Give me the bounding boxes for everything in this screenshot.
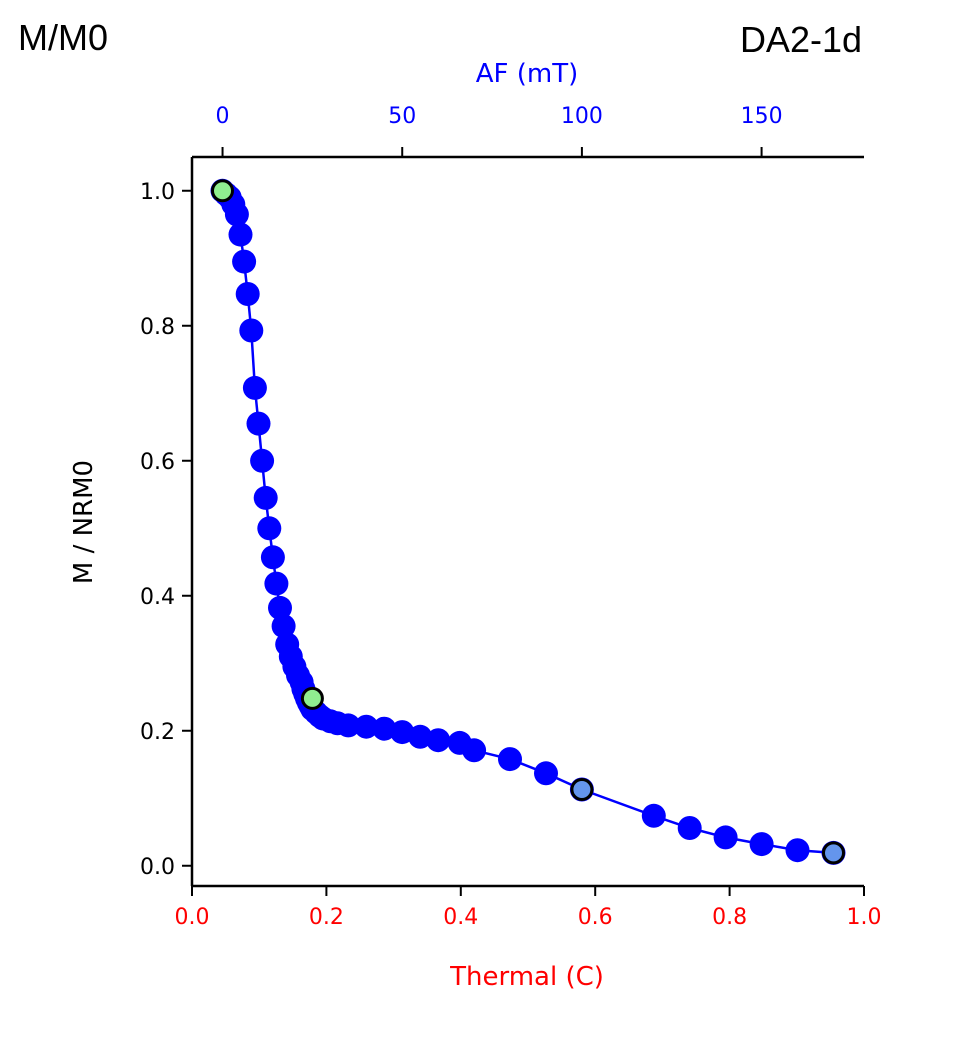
data-point	[246, 411, 271, 436]
bottom-axis-label: Thermal (C)	[449, 962, 604, 992]
highlight-point	[570, 778, 594, 801]
bottom-tick-label: 0.2	[309, 905, 344, 930]
data-point	[235, 282, 260, 306]
data-point	[271, 614, 296, 639]
data-point	[253, 485, 278, 510]
highlight-point	[211, 179, 234, 203]
data-point	[268, 595, 292, 620]
y-tick-label: 0.4	[140, 585, 175, 610]
highlight-point	[300, 686, 324, 710]
data-point	[641, 803, 666, 828]
data-point	[232, 249, 257, 274]
data-point	[462, 738, 487, 763]
data-point	[785, 838, 810, 863]
y-tick-label: 0.8	[140, 315, 175, 340]
series-line	[221, 189, 834, 855]
top-tick-label: 100	[561, 104, 603, 129]
bottom-tick-label: 0.4	[443, 905, 478, 930]
y-tick-label: 0.6	[140, 450, 175, 475]
data-point	[390, 720, 415, 745]
data-point	[408, 724, 433, 749]
data-point	[677, 816, 702, 840]
data-point	[336, 713, 361, 738]
y-axis-label: M / NRM0	[69, 460, 99, 584]
data-point	[264, 571, 289, 596]
top-tick-label: 0	[216, 104, 230, 129]
data-point	[257, 516, 282, 541]
data-point	[498, 747, 522, 772]
top-tick-label: 150	[741, 104, 783, 129]
y-tick-label: 0.0	[140, 855, 175, 880]
y-tick-label: 0.2	[140, 720, 175, 745]
corner-label-right: DA2-1d	[740, 19, 862, 60]
top-axis-label: AF (mT)	[476, 59, 579, 89]
plot-area: 0.0 0.2 0.4 0.6 0.8 1.0 0.0 0.2 0.4 0.6 0.8 1.0 0 50 1…	[140, 104, 882, 930]
data-point	[239, 318, 264, 343]
data-point	[749, 832, 774, 857]
data-point	[354, 714, 379, 739]
bottom-tick-label: 0.8	[712, 905, 747, 930]
bottom-tick-label: 0.6	[578, 905, 613, 930]
data-point	[224, 202, 249, 227]
corner-label-left: M/M0	[18, 17, 108, 58]
data-point	[372, 716, 397, 741]
data-point	[242, 375, 267, 400]
top-tick-label: 50	[388, 104, 416, 129]
data-point	[260, 545, 285, 570]
bottom-tick-label: 1.0	[847, 905, 882, 930]
highlight-point	[822, 841, 845, 865]
data-point	[228, 222, 253, 247]
data-point	[713, 825, 738, 850]
y-tick-label: 1.0	[140, 180, 175, 205]
bottom-tick-label: 0.0	[175, 905, 210, 930]
data-point	[250, 448, 275, 473]
data-point	[426, 728, 451, 753]
data-point	[534, 761, 558, 786]
